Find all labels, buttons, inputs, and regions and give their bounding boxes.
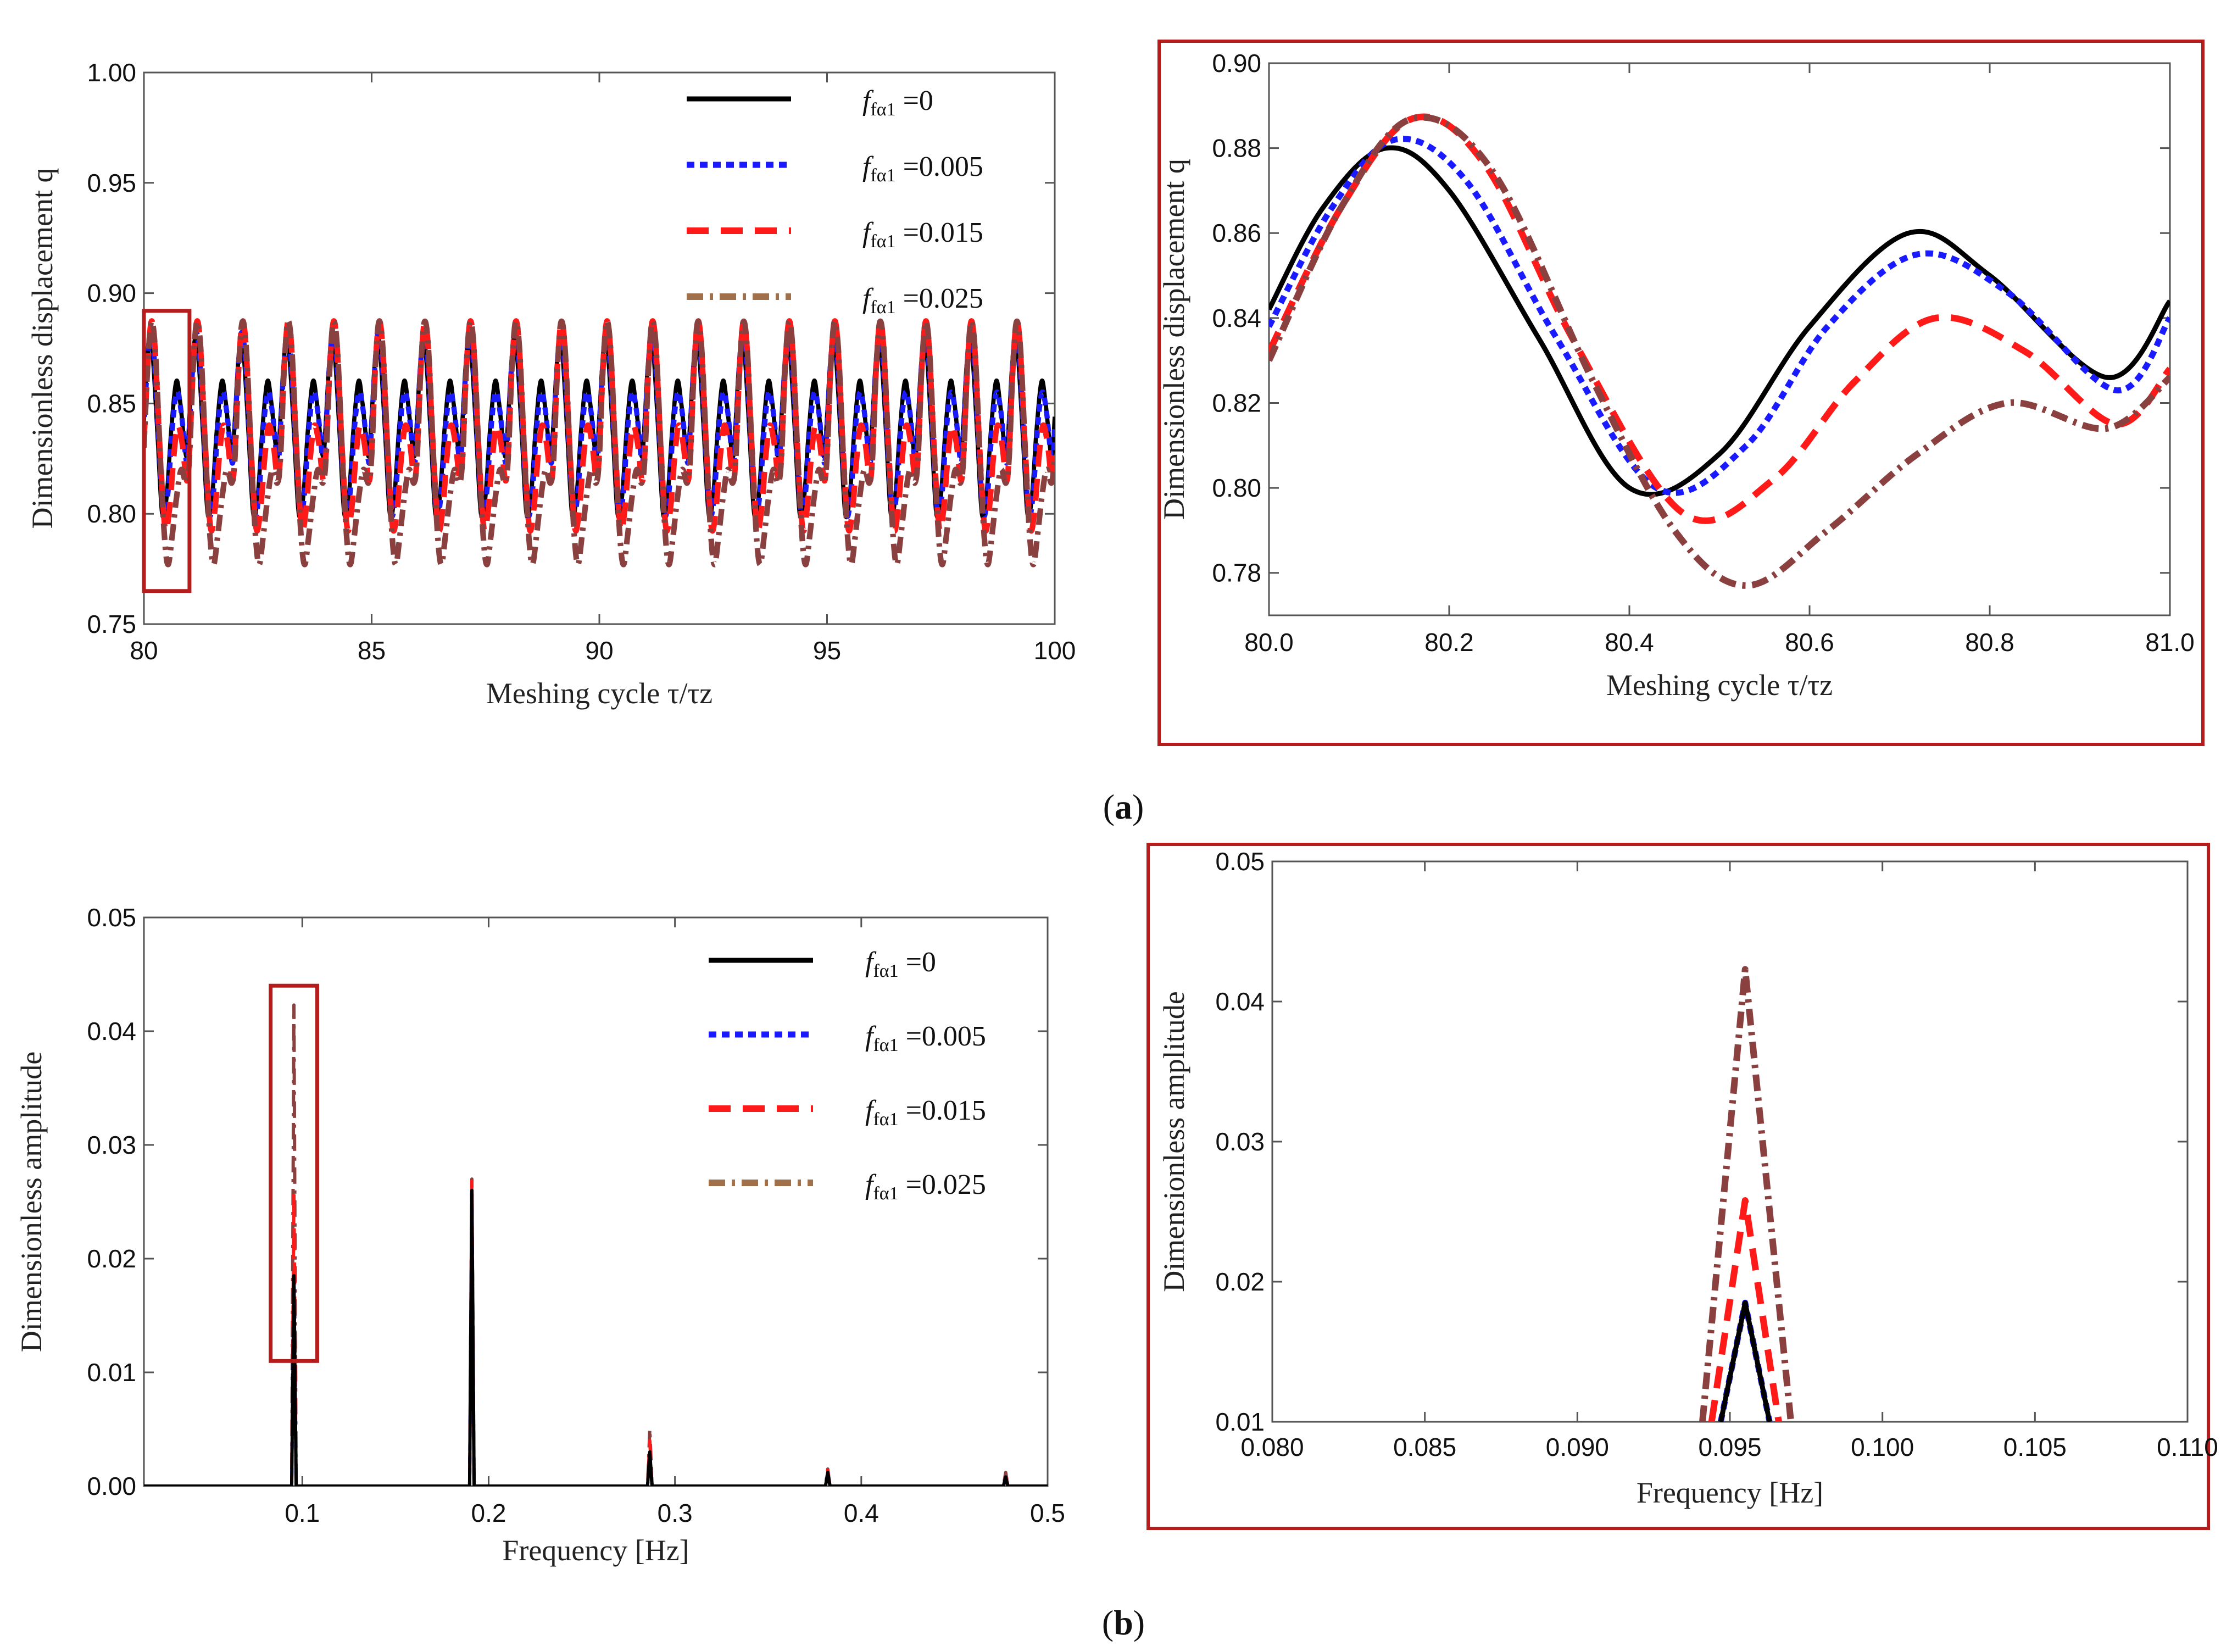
y-tick-label: 0.75	[87, 610, 136, 638]
y-tick-label: 0.01	[1215, 1408, 1265, 1436]
x-tick-label: 80.4	[1605, 628, 1654, 657]
y-axis-label: Dimensionless displacement q	[26, 168, 59, 529]
legend-label-0: ffα1 =0	[862, 85, 933, 120]
x-tick-label: 0.4	[844, 1499, 879, 1527]
y-tick-label: 0.95	[87, 169, 136, 197]
x-tick-label: 0.110	[2157, 1433, 2218, 1461]
y-tick-label: 0.80	[87, 499, 136, 528]
x-axis-label: Meshing cycle τ/τz	[486, 677, 713, 710]
y-tick-label: 0.02	[87, 1244, 136, 1273]
x-tick-label: 0.105	[2003, 1433, 2067, 1461]
x-axis-label: Frequency [Hz]	[1637, 1476, 1823, 1509]
y-axis-label: Dimensionless amplitude	[1157, 991, 1190, 1292]
zoom-highlight-box	[269, 983, 319, 1363]
chart-a-main: 0.75 0.80 0.85 0.90 0.95 1.00 80 85 90 95 100 Meshi…	[26, 58, 1076, 710]
x-tick-label: 0.080	[1240, 1433, 1304, 1461]
chart-a-zoom: 0.78 0.80 0.82 0.84 0.86 0.88 0.90 80.0 80.2 80.4…	[1157, 49, 2195, 702]
y-tick-label: 0.90	[1212, 49, 1261, 77]
x-tick-label: 0.3	[658, 1499, 693, 1527]
x-tick-label: 0.095	[1698, 1433, 1761, 1461]
series-line-0	[1718, 1300, 1772, 1422]
legend-a: ffα1 =0 ffα1 =0.005 ffα1 =0.015 ffα1 =0.025	[687, 85, 983, 318]
series-line-2	[1708, 1197, 1782, 1422]
y-tick-label: 0.78	[1212, 559, 1261, 587]
x-tick-label: 0.085	[1393, 1433, 1456, 1461]
legend-label-1: ffα1 =0.005	[862, 151, 983, 186]
x-tick-label: 80.6	[1785, 628, 1834, 657]
y-tick-label: 1.00	[87, 58, 136, 87]
panel-label-b: (b)	[1102, 1603, 1145, 1642]
y-tick-label: 0.04	[1215, 987, 1265, 1016]
zoom-highlight-box	[142, 309, 192, 593]
x-tick-label: 85	[358, 636, 386, 665]
y-tick-label: 0.03	[1215, 1127, 1265, 1156]
y-tick-label: 0.80	[1212, 474, 1261, 502]
x-tick-label: 80.2	[1424, 628, 1474, 657]
x-tick-label: 80.0	[1244, 628, 1294, 657]
x-tick-label: 80	[130, 636, 158, 665]
chart-b-main: 0.00 0.01 0.02 0.03 0.04 0.05 0.1 0.2 0.3 0.4 0.5 F…	[15, 903, 1065, 1567]
chart-b-zoom: 0.01 0.02 0.03 0.04 0.05 0.080 0.085 0.090 0.095…	[1157, 847, 2218, 1509]
y-axis-label: Dimensionless displacement q	[1157, 159, 1190, 520]
y-tick-label: 0.03	[87, 1131, 136, 1159]
legend-label-2: ffα1 =0.015	[865, 1095, 986, 1130]
y-tick-label: 0.00	[87, 1472, 136, 1500]
y-axis-label: Dimensionless amplitude	[15, 1052, 48, 1352]
x-tick-label: 0.5	[1030, 1499, 1065, 1527]
y-tick-label: 0.82	[1212, 388, 1261, 417]
y-tick-label: 0.90	[87, 279, 136, 308]
legend-label-2: ffα1 =0.015	[862, 217, 983, 252]
y-tick-label: 0.02	[1215, 1267, 1265, 1296]
x-tick-label: 0.090	[1546, 1433, 1609, 1461]
y-tick-label: 0.04	[87, 1017, 136, 1045]
y-tick-label: 0.86	[1212, 219, 1261, 247]
legend-label-3: ffα1 =0.025	[865, 1169, 986, 1204]
x-tick-label: 80.8	[1965, 628, 2014, 657]
y-tick-label: 0.01	[87, 1358, 136, 1387]
y-tick-label: 0.05	[87, 903, 136, 932]
series-line-3	[1699, 966, 1795, 1422]
y-tick-label: 0.85	[87, 389, 136, 418]
legend-label-3: ffα1 =0.025	[862, 283, 983, 318]
legend-label-0: ffα1 =0	[865, 947, 936, 981]
y-tick-label: 0.88	[1212, 134, 1261, 163]
x-axis-label: Meshing cycle τ/τz	[1606, 669, 1833, 702]
y-tick-label: 0.84	[1212, 304, 1261, 332]
x-tick-label: 90	[585, 636, 613, 665]
y-tick-label: 0.05	[1215, 847, 1265, 876]
x-tick-label: 100	[1034, 636, 1076, 665]
x-tick-label: 0.2	[471, 1499, 506, 1527]
x-tick-label: 81.0	[2145, 628, 2195, 657]
plot-frame	[1268, 62, 2171, 616]
zoom-frame-a	[1157, 40, 2205, 746]
x-axis-label: Frequency [Hz]	[502, 1534, 689, 1567]
series-line-1	[1269, 136, 2170, 496]
x-tick-label: 0.1	[285, 1499, 320, 1527]
panel-label-a: (a)	[1103, 787, 1144, 826]
x-tick-label: 0.100	[1851, 1433, 1914, 1461]
series-line-2	[144, 1177, 1048, 1486]
series-line-0	[144, 1188, 1048, 1486]
zoom-frame-b	[1146, 843, 2210, 1530]
series-line-3	[144, 318, 1055, 568]
x-tick-label: 95	[813, 636, 841, 665]
series-line-3	[1269, 114, 2170, 589]
